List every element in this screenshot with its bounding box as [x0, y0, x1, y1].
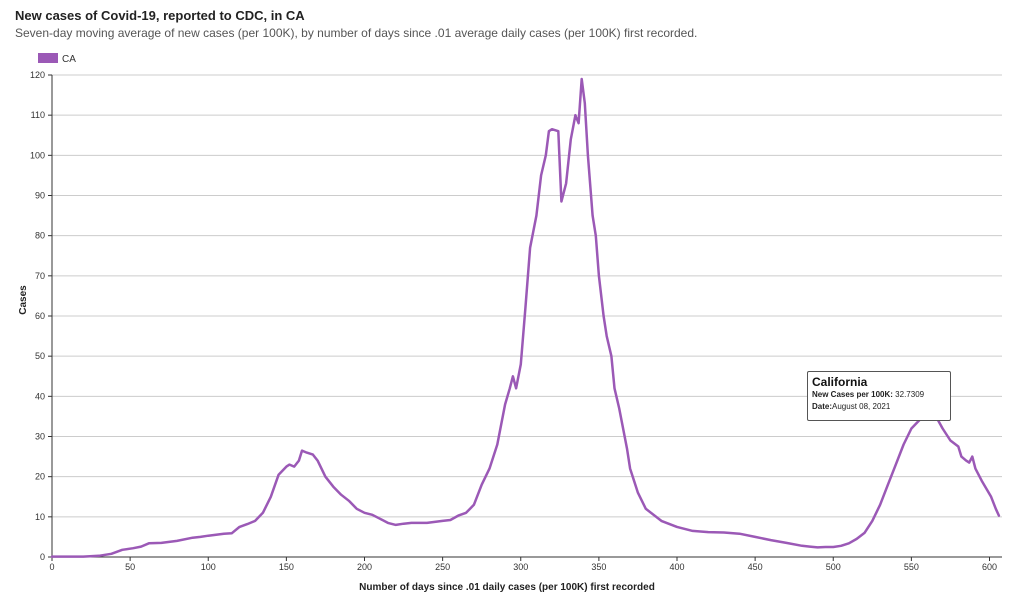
y-tick-label: 110 [31, 110, 45, 120]
y-tick-label: 30 [35, 432, 45, 442]
x-tick-label: 200 [357, 562, 372, 572]
y-axis-title: Cases [18, 285, 29, 315]
grid-lines [52, 74, 1002, 518]
legend-label-ca: CA [62, 54, 76, 65]
tooltip-cases-row: New Cases per 100K: 32.7309 [812, 389, 946, 401]
axis-ticks: 0 10 20 30 40 50 60 70 80 90 100 110 120 0 50 100 150 200… [30, 70, 997, 572]
y-tick-label: 60 [35, 311, 45, 321]
y-tick-label: 0 [40, 552, 45, 562]
y-tick-label: 70 [35, 271, 45, 281]
tooltip-cases-label: New Cases per 100K: [812, 390, 893, 399]
tooltip-date-label: Date: [812, 402, 833, 411]
tooltip-date-value: August 08, 2021 [832, 402, 891, 411]
x-axis-title: Number of days since .01 daily cases (pe… [359, 582, 655, 593]
x-tick-label: 50 [125, 562, 135, 572]
tooltip-cases-value: 32.7309 [895, 390, 925, 399]
x-tick-label: 150 [279, 562, 294, 572]
x-tick-label: 500 [826, 562, 841, 572]
tooltip: California New Cases per 100K: 32.7309 D… [807, 371, 951, 421]
y-tick-label: 120 [30, 70, 45, 80]
x-tick-label: 0 [49, 562, 54, 572]
y-tick-label: 90 [35, 191, 45, 201]
x-tick-label: 350 [591, 562, 606, 572]
y-tick-label: 10 [35, 512, 45, 522]
legend-swatch-ca[interactable] [38, 53, 58, 63]
x-tick-label: 400 [669, 562, 684, 572]
x-tick-label: 250 [435, 562, 450, 572]
x-tick-label: 600 [982, 562, 997, 572]
y-tick-label: 40 [35, 391, 45, 401]
chart-title: New cases of Covid-19, reported to CDC, … [15, 8, 305, 23]
chart-subtitle: Seven-day moving average of new cases (p… [15, 26, 698, 40]
y-tick-label: 50 [35, 351, 45, 361]
x-tick-label: 100 [201, 562, 216, 572]
x-tick-label: 450 [748, 562, 763, 572]
x-tick-label: 300 [513, 562, 528, 572]
tooltip-title: California [812, 375, 868, 389]
series-line-ca[interactable] [50, 77, 1001, 558]
legend[interactable]: CA [38, 53, 76, 65]
y-tick-label: 100 [30, 150, 45, 160]
y-tick-label: 80 [35, 231, 45, 241]
tooltip-date-row: Date:August 08, 2021 [812, 401, 946, 413]
y-tick-label: 20 [35, 472, 45, 482]
x-tick-label: 550 [904, 562, 919, 572]
